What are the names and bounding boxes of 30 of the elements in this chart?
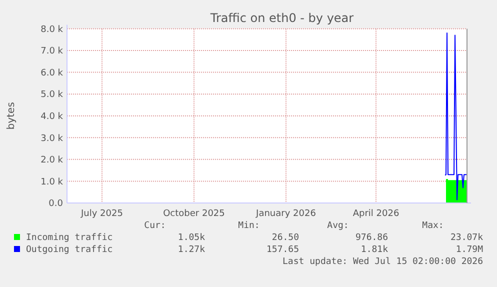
x-tick-label: January 2026 bbox=[255, 209, 316, 219]
y-tick-label: 4.0 k bbox=[40, 112, 64, 122]
text: 1.27k bbox=[178, 245, 206, 255]
y-tick-label: 7.0 k bbox=[40, 46, 64, 57]
text: 1.81k bbox=[360, 245, 389, 255]
y-tick-label: 8.0 k bbox=[40, 24, 64, 35]
text: Cur: bbox=[144, 221, 166, 231]
x-tick-label: October 2025 bbox=[163, 209, 225, 219]
x-tick-label: April 2026 bbox=[352, 209, 400, 219]
y-tick-label: 0.0 bbox=[48, 199, 64, 210]
text: 26.50 bbox=[272, 233, 299, 243]
x-tick-label: July 2025 bbox=[80, 209, 123, 219]
text: Last update: Wed Jul 15 02:00:00 2026 bbox=[282, 257, 483, 267]
legend-label: Incoming traffic bbox=[26, 233, 113, 243]
text: 1.05k bbox=[178, 233, 206, 243]
y-tick-label: 3.0 k bbox=[40, 134, 64, 144]
y-tick-label: 5.0 k bbox=[40, 90, 64, 100]
text: 157.65 bbox=[266, 245, 299, 255]
text: Max: bbox=[422, 221, 444, 231]
text: 1.79M bbox=[456, 245, 484, 255]
text: Avg: bbox=[327, 221, 349, 231]
y-tick-label: 2.0 k bbox=[40, 156, 64, 166]
text: Min: bbox=[238, 221, 260, 231]
chart-title: Traffic on eth0 - by year bbox=[209, 11, 354, 25]
legend-label: Outgoing traffic bbox=[26, 245, 113, 255]
text: 23.07k bbox=[450, 233, 484, 243]
text: 976.86 bbox=[355, 233, 388, 243]
y-axis-title: bytes bbox=[6, 102, 17, 130]
y-tick-label: 6.0 k bbox=[40, 68, 64, 78]
y-tick-label: 1.0 k bbox=[40, 177, 64, 188]
